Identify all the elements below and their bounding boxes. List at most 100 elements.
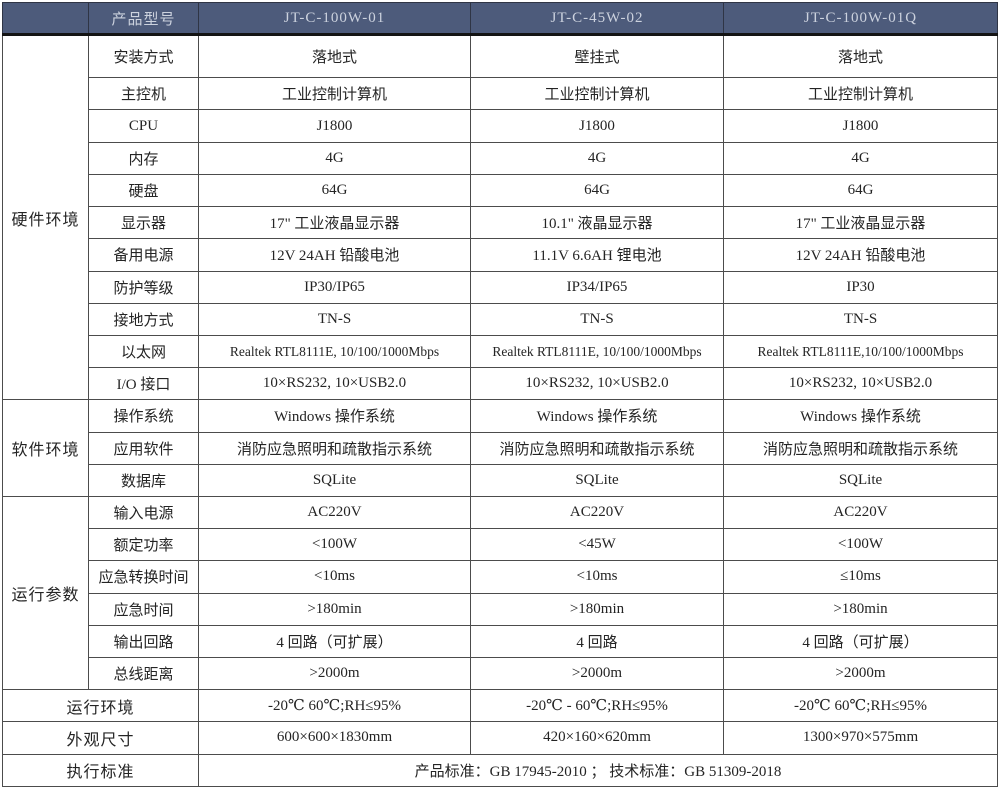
spec-row: 输出回路 4 回路（可扩展） 4 回路 4 回路（可扩展） <box>3 624 998 658</box>
value-cell: Windows 操作系统 <box>470 399 724 433</box>
row-label-cell: 防护等级 <box>88 270 199 304</box>
group-label-software: 软件环境 <box>2 399 89 497</box>
row-label-cell: 主控机 <box>88 77 199 111</box>
value-cell: >180min <box>198 592 471 626</box>
value-cell: <10ms <box>198 560 471 594</box>
row-label-cell: 硬盘 <box>88 173 199 208</box>
value-cell: 1300×970×575mm <box>723 721 998 755</box>
value-cell: AC220V <box>470 495 724 530</box>
spec-row: 接地方式 TN-S TN-S TN-S <box>3 302 998 336</box>
value-cell: 11.1V 6.6AH 锂电池 <box>470 238 724 272</box>
spec-row: 总线距离 >2000m >2000m >2000m <box>3 656 998 691</box>
value-cell: >2000m <box>723 656 998 691</box>
value-cell: <100W <box>198 528 471 562</box>
row-label-cell: I/O 接口 <box>88 367 199 401</box>
value-cell: 17" 工业液晶显示器 <box>198 206 471 240</box>
spec-row: 运行环境 -20℃ 60℃;RH≤95% -20℃ - 60℃;RH≤95% -… <box>2 689 998 723</box>
row-label-standards: 执行标准 <box>2 753 199 788</box>
spec-row: CPU J1800 J1800 J1800 <box>3 109 998 143</box>
value-cell: -20℃ 60℃;RH≤95% <box>198 689 471 723</box>
value-cell: 4 回路（可扩展） <box>198 624 471 658</box>
value-cell: SQLite <box>198 463 471 497</box>
row-label-cell: 以太网 <box>88 334 199 369</box>
value-cell: >2000m <box>198 656 471 691</box>
value-cell: ≤10ms <box>723 560 998 594</box>
standards-value-cell: 产品标准：GB 17945-2010 ； 技术标准：GB 51309-2018 <box>198 753 998 788</box>
value-cell: J1800 <box>470 109 724 143</box>
row-label-cell: 输出回路 <box>88 624 199 658</box>
row-label-cell: 显示器 <box>88 206 199 240</box>
value-cell: 工业控制计算机 <box>723 77 998 111</box>
value-cell: 64G <box>198 173 471 208</box>
spec-row: 以太网 Realtek RTL8111E, 10/100/1000Mbps Re… <box>3 334 998 369</box>
value-cell: <100W <box>723 528 998 562</box>
value-cell: IP30 <box>723 270 998 304</box>
value-cell: 工业控制计算机 <box>198 77 471 111</box>
row-label-cell: 安装方式 <box>88 33 199 79</box>
value-cell: 420×160×620mm <box>470 721 724 755</box>
value-cell: Windows 操作系统 <box>723 399 998 433</box>
value-cell: 10.1" 液晶显示器 <box>470 206 724 240</box>
header-corner-cell <box>2 2 89 36</box>
value-cell: IP34/IP65 <box>470 270 724 304</box>
value-cell: 工业控制计算机 <box>470 77 724 111</box>
value-cell: 17" 工业液晶显示器 <box>723 206 998 240</box>
row-label-cell: 应急时间 <box>88 592 199 626</box>
value-cell: 12V 24AH 铅酸电池 <box>198 238 471 272</box>
row-label-dimensions: 外观尺寸 <box>2 721 199 755</box>
row-label-cell: 操作系统 <box>88 399 199 433</box>
value-cell: 落地式 <box>723 33 998 79</box>
row-label-cell: 总线距离 <box>88 656 199 691</box>
spec-row: 外观尺寸 600×600×1830mm 420×160×620mm 1300×9… <box>2 721 998 755</box>
spec-row: 应用软件 消防应急照明和疏散指示系统 消防应急照明和疏散指示系统 消防应急照明和… <box>3 431 998 465</box>
value-cell: 10×RS232, 10×USB2.0 <box>198 367 471 401</box>
row-label-cell: 输入电源 <box>88 495 199 530</box>
spec-row: I/O 接口 10×RS232, 10×USB2.0 10×RS232, 10×… <box>3 367 998 401</box>
spec-row: 备用电源 12V 24AH 铅酸电池 11.1V 6.6AH 锂电池 12V 2… <box>3 238 998 272</box>
spec-row: 硬盘 64G 64G 64G <box>3 173 998 208</box>
value-cell: 壁挂式 <box>470 33 724 79</box>
value-cell: 4 回路 <box>470 624 724 658</box>
row-label-operating-env: 运行环境 <box>2 689 199 723</box>
row-label-cell: 应急转换时间 <box>88 560 199 594</box>
value-cell: 消防应急照明和疏散指示系统 <box>723 431 998 465</box>
header-product-2-cell: JT-C-45W-02 <box>470 2 724 36</box>
value-cell: SQLite <box>470 463 724 497</box>
value-cell: AC220V <box>723 495 998 530</box>
value-cell: 12V 24AH 铅酸电池 <box>723 238 998 272</box>
header-param-label-cell: 产品型号 <box>88 2 199 36</box>
value-cell: 4G <box>198 141 471 175</box>
value-cell: >180min <box>723 592 998 626</box>
value-cell: 4G <box>470 141 724 175</box>
header-product-1-cell: JT-C-100W-01 <box>198 2 471 36</box>
value-cell: Windows 操作系统 <box>198 399 471 433</box>
value-cell: 消防应急照明和疏散指示系统 <box>198 431 471 465</box>
value-cell: SQLite <box>723 463 998 497</box>
group-label-hardware: 硬件环境 <box>2 33 89 401</box>
value-cell: 落地式 <box>198 33 471 79</box>
row-label-cell: 额定功率 <box>88 528 199 562</box>
value-cell: Realtek RTL8111E, 10/100/1000Mbps <box>470 334 724 369</box>
value-cell: AC220V <box>198 495 471 530</box>
row-label-cell: CPU <box>88 109 199 143</box>
value-cell: -20℃ 60℃;RH≤95% <box>723 689 998 723</box>
group-label-runtime: 运行参数 <box>2 495 89 691</box>
spec-row: 数据库 SQLite SQLite SQLite <box>3 463 998 497</box>
spec-row: 应急时间 >180min >180min >180min <box>3 592 998 626</box>
value-cell: TN-S <box>198 302 471 336</box>
value-cell: 4 回路（可扩展） <box>723 624 998 658</box>
value-cell: 64G <box>723 173 998 208</box>
value-cell: TN-S <box>723 302 998 336</box>
value-cell: Realtek RTL8111E, 10/100/1000Mbps <box>198 334 471 369</box>
spec-row: 执行标准 产品标准：GB 17945-2010 ； 技术标准：GB 51309-… <box>2 753 998 788</box>
spec-row: 软件环境 操作系统 Windows 操作系统 Windows 操作系统 Wind… <box>2 399 998 497</box>
value-cell: Realtek RTL8111E,10/100/1000Mbps <box>723 334 998 369</box>
value-cell: 600×600×1830mm <box>198 721 471 755</box>
row-label-cell: 应用软件 <box>88 431 199 465</box>
value-cell: >2000m <box>470 656 724 691</box>
row-label-cell: 备用电源 <box>88 238 199 272</box>
spec-row: 内存 4G 4G 4G <box>3 141 998 175</box>
value-cell: 10×RS232, 10×USB2.0 <box>470 367 724 401</box>
row-label-cell: 接地方式 <box>88 302 199 336</box>
